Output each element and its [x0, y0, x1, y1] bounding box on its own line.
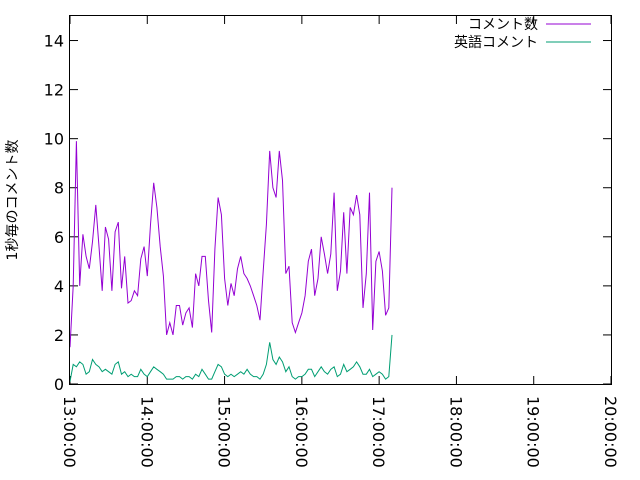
x-tick-label: 16:00:00: [292, 396, 311, 468]
y-axis-label: 1秒毎のコメント数: [5, 140, 21, 261]
y-tick-label: 12: [44, 81, 64, 100]
legend-label: コメント数: [468, 17, 538, 33]
x-tick-label: 15:00:00: [215, 396, 234, 468]
y-tick-label: 2: [54, 326, 64, 345]
series-layer: [69, 141, 393, 382]
x-tick-label: 13:00:00: [60, 396, 79, 468]
x-tick-label: 18:00:00: [446, 396, 465, 468]
y-tick-label: 14: [44, 32, 64, 51]
y-tick-label: 4: [54, 277, 64, 296]
x-tick-label: 19:00:00: [524, 396, 543, 468]
x-tick-label: 20:00:00: [601, 396, 620, 468]
series-line-1: [69, 141, 393, 348]
x-tick-label: 17:00:00: [369, 396, 388, 468]
x-tick-label: 14:00:00: [137, 396, 156, 468]
y-tick-label: 0: [54, 375, 64, 394]
y-tick-label: 6: [54, 228, 64, 247]
plot-frame: [69, 15, 612, 385]
series-line-2: [69, 334, 393, 382]
y-tick-label: 8: [54, 179, 64, 198]
legend-label: 英語コメント: [454, 34, 538, 51]
y-tick-label: 10: [44, 130, 64, 149]
y-axis-ticks: 0 2 4 6 8 10 12 14: [44, 32, 611, 394]
